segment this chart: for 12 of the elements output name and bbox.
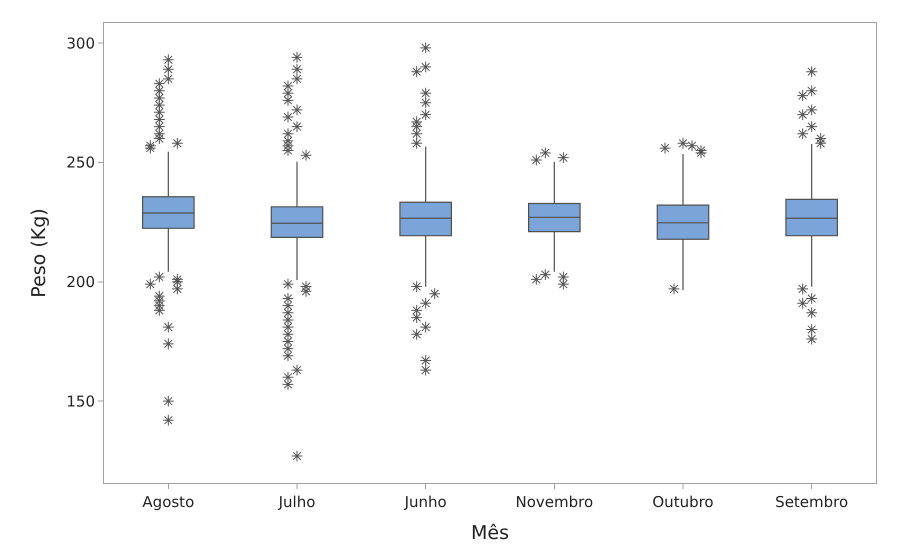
y-tick-label: 250	[66, 154, 95, 172]
x-axis-title: Mês	[471, 522, 509, 544]
y-axis-title: Peso (Kg)	[28, 208, 50, 298]
x-tick-label: Novembro	[516, 493, 594, 511]
x-tick-label: Junho	[404, 493, 447, 511]
x-tick-label: Outubro	[652, 493, 714, 511]
x-tick-label: Agosto	[142, 493, 194, 511]
x-tick-label: Setembro	[775, 493, 848, 511]
y-tick-label: 200	[66, 273, 95, 292]
x-tick-label: Julho	[278, 493, 316, 511]
y-tick-label: 300	[66, 34, 95, 52]
y-tick-label: 150	[66, 392, 95, 410]
